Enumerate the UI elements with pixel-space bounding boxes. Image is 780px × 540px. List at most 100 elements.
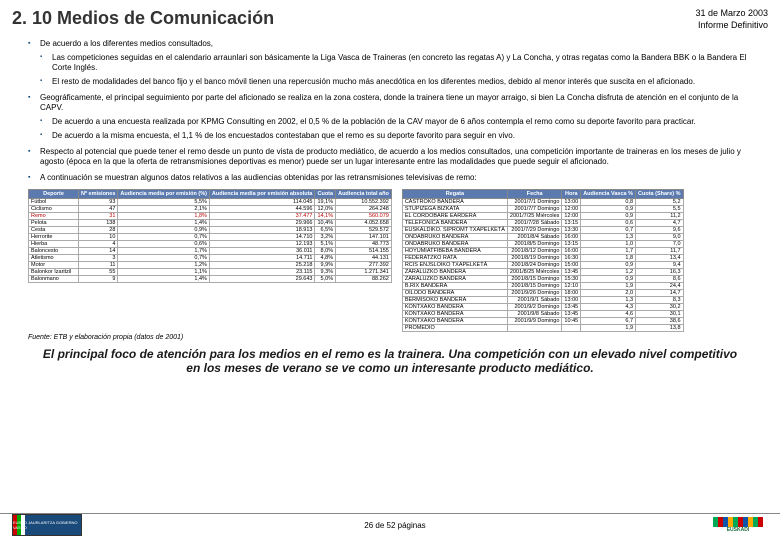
table-source: Fuente: ETB y elaboración propia (datos … — [0, 332, 780, 343]
table-cell: 16:30 — [562, 255, 581, 262]
table-cell: 13,4 — [636, 255, 683, 262]
table-cell: 15:00 — [562, 262, 581, 269]
table-row: B.RIX BANDERA2001/8/15 Domingo12:101,924… — [402, 283, 683, 290]
report-date: 31 de Marzo 2003 — [695, 8, 768, 20]
audience-table-1: DeporteNº emisionesAudiencia media por e… — [28, 189, 392, 283]
date-block: 31 de Marzo 2003 Informe Definitivo — [695, 8, 768, 31]
table-cell: 13:00 — [562, 297, 581, 304]
table-cell: 1,1% — [118, 269, 210, 276]
table-row: HOYUMIATFIBEBA BANDERA2001/8/12 Domingo1… — [402, 248, 683, 255]
table-cell: 14,1% — [315, 213, 336, 220]
table-row: Cesta280,9%18.9136,5%529.572 — [29, 227, 392, 234]
table-cell: 2001/7/29 Domingo — [507, 227, 562, 234]
gobierno-vasco-logo: EUSKO JAURLARITZA GOBIERNO VASCO — [12, 514, 82, 536]
table-cell: 9,0 — [636, 234, 683, 241]
table-row: Balonmano91,4%29.6435,0%88.262 — [29, 276, 392, 283]
table-cell: 1,8% — [118, 213, 210, 220]
table-cell: 514.155 — [336, 248, 392, 255]
table-cell: 2,1% — [118, 206, 210, 213]
euskadi-logo: EUSKADI — [708, 514, 768, 536]
table-cell: OILODO BANDERA — [402, 290, 507, 297]
table-cell: 30,2 — [636, 304, 683, 311]
table-cell: 2001/8/24 Domingo — [507, 262, 562, 269]
table-cell: 529.572 — [336, 227, 392, 234]
table-cell: 14.711 — [209, 255, 315, 262]
table-cell: 6,7 — [581, 318, 636, 325]
table-cell: Remo — [29, 213, 79, 220]
table-cell: CASTROKO BANDERA — [402, 199, 507, 206]
table-cell: 1,4% — [118, 276, 210, 283]
page-title: 2. 10 Medios de Comunicación — [12, 8, 274, 31]
table-row: Baloncesto141,7%36.0118,0%514.155 — [29, 248, 392, 255]
table-cell: 8,0% — [315, 248, 336, 255]
table-cell: 13:45 — [562, 304, 581, 311]
table-cell: 277.392 — [336, 262, 392, 269]
table-cell: 2,0 — [581, 290, 636, 297]
table-cell: 15:30 — [562, 276, 581, 283]
page-footer: EUSKO JAURLARITZA GOBIERNO VASCO 26 de 5… — [0, 513, 780, 536]
sub-bullet-item: Las competiciones seguidas en el calenda… — [40, 53, 752, 73]
table-row: Herrorite100,7%14.7103,2%147.101 — [29, 234, 392, 241]
table-cell: 2001/9/2 Domingo — [507, 304, 562, 311]
table-row: Fútbol935,5%114.04519,1%10.552.392 — [29, 199, 392, 206]
table-cell: 1,7% — [118, 248, 210, 255]
table-cell: 4.052.658 — [336, 220, 392, 227]
table-row: TELEFONICA BANDERA2001/7/28 Sábado13:150… — [402, 220, 683, 227]
table-cell: ZARALUZKO BANDERA — [402, 269, 507, 276]
table-cell: 28 — [79, 227, 118, 234]
table-row: ZARALUZKO BANDERA2001/8/15 Domingo15:300… — [402, 276, 683, 283]
table-row: BERMISOKO BANDERA2001/9/1 Sábado13:001,3… — [402, 297, 683, 304]
table-row: Remo311,8%37.47714,1%560.079 — [29, 213, 392, 220]
table-cell: 14,7 — [636, 290, 683, 297]
table-row: KONTXAKO BANDERA2001/9/2 Domingo13:454,3… — [402, 304, 683, 311]
table-cell: 2001/8/19 Domingo — [507, 255, 562, 262]
table-cell: 48.773 — [336, 241, 392, 248]
table-cell: 12,0% — [315, 206, 336, 213]
table-cell: 4,8% — [315, 255, 336, 262]
conclusion-text: El principal foco de atención para los m… — [0, 343, 780, 379]
table-cell: 2001/7/25 Miércoles — [507, 213, 562, 220]
table-cell: BERMISOKO BANDERA — [402, 297, 507, 304]
table-cell: 14.710 — [209, 234, 315, 241]
table-row: ZARALUZKO BANDERA2001/8/25 Miércoles13:4… — [402, 269, 683, 276]
table-cell: 0,8 — [581, 199, 636, 206]
table-cell: Motor — [29, 262, 79, 269]
table-header: Deporte — [29, 190, 79, 199]
sub-bullet-list: De acuerdo a una encuesta realizada por … — [40, 117, 752, 141]
page-number: 26 de 52 páginas — [364, 521, 425, 530]
table-header: Cuota — [315, 190, 336, 199]
table-cell: 1,8 — [581, 255, 636, 262]
table-row: Atletismo30,7%14.7114,8%44.131 — [29, 255, 392, 262]
table-cell: 24,4 — [636, 283, 683, 290]
table-cell: FEDERATZKO RATA — [402, 255, 507, 262]
table-cell: 2001/8/5 Domingo — [507, 241, 562, 248]
table-cell: 12:00 — [562, 213, 581, 220]
table-cell: 2001/8/4 Sábado — [507, 234, 562, 241]
table-cell: 13:45 — [562, 269, 581, 276]
table-cell: 3 — [79, 255, 118, 262]
table-cell — [507, 325, 562, 332]
table-header: Cuota (Share) % — [636, 190, 683, 199]
table-cell: 37.477 — [209, 213, 315, 220]
table-row: EUSKALDIKO. SIPROMT TXAPELKETÁ2001/7/29 … — [402, 227, 683, 234]
table-cell: 4,7 — [636, 220, 683, 227]
table-cell: Atletismo — [29, 255, 79, 262]
table-cell: 0,9 — [581, 206, 636, 213]
table-cell: 8,6 — [636, 276, 683, 283]
table-cell: 11,7 — [636, 248, 683, 255]
table-cell: 5,5% — [118, 199, 210, 206]
table-cell: 38,6 — [636, 318, 683, 325]
table-cell: 88.262 — [336, 276, 392, 283]
table-cell: 1,9 — [581, 325, 636, 332]
table-cell — [562, 325, 581, 332]
table-cell: 2001/7/28 Sábado — [507, 220, 562, 227]
table-cell: 8,3 — [636, 297, 683, 304]
table-cell: 16:00 — [562, 234, 581, 241]
table-cell: EL CORDOBARE EARDERA — [402, 213, 507, 220]
table-cell: 1,2 — [581, 269, 636, 276]
table-cell: 19,1% — [315, 199, 336, 206]
table-cell: 18:00 — [562, 290, 581, 297]
table-cell: 23.115 — [209, 269, 315, 276]
table-row: ONDABRUKO BANDERA2001/8/4 Sábado16:001,3… — [402, 234, 683, 241]
table-cell: 9,6 — [636, 227, 683, 234]
